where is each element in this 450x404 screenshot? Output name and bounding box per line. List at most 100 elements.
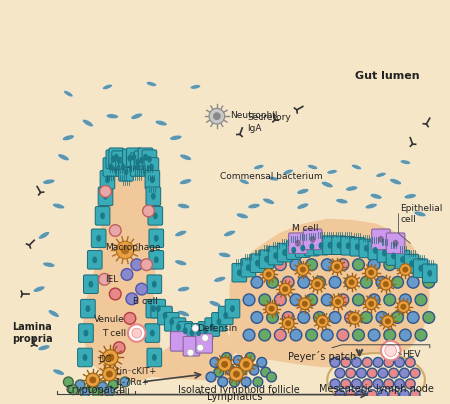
Text: Epithelial
cell: Epithelial cell [400, 204, 443, 223]
Circle shape [126, 293, 138, 305]
Ellipse shape [103, 84, 112, 90]
Circle shape [261, 367, 270, 377]
Circle shape [335, 299, 341, 305]
FancyBboxPatch shape [81, 299, 95, 318]
Text: B cell: B cell [133, 297, 158, 306]
FancyBboxPatch shape [359, 239, 374, 258]
Circle shape [243, 329, 255, 341]
Ellipse shape [106, 114, 118, 119]
Circle shape [392, 276, 403, 288]
Circle shape [218, 358, 231, 371]
FancyBboxPatch shape [183, 337, 200, 356]
Ellipse shape [400, 256, 405, 263]
Circle shape [80, 388, 90, 398]
Text: Isolated lymphoid follicle: Isolated lymphoid follicle [179, 385, 300, 395]
Ellipse shape [378, 236, 384, 243]
Circle shape [378, 390, 388, 400]
Circle shape [360, 311, 372, 323]
Circle shape [368, 259, 380, 271]
Circle shape [109, 288, 121, 300]
Circle shape [251, 311, 263, 323]
Circle shape [360, 276, 372, 288]
FancyBboxPatch shape [130, 158, 145, 176]
Circle shape [353, 329, 364, 341]
Ellipse shape [209, 301, 221, 307]
FancyBboxPatch shape [149, 250, 164, 269]
Ellipse shape [33, 286, 45, 292]
Ellipse shape [346, 242, 351, 249]
Circle shape [243, 259, 255, 271]
FancyBboxPatch shape [79, 324, 93, 342]
Circle shape [233, 371, 239, 377]
Ellipse shape [246, 264, 251, 271]
Circle shape [298, 311, 310, 323]
Circle shape [337, 329, 349, 341]
FancyBboxPatch shape [122, 149, 137, 168]
FancyBboxPatch shape [259, 250, 274, 268]
Ellipse shape [239, 179, 249, 184]
Ellipse shape [96, 235, 101, 242]
Circle shape [306, 259, 317, 271]
Circle shape [389, 368, 399, 378]
Circle shape [378, 368, 388, 378]
Ellipse shape [135, 159, 140, 166]
Ellipse shape [203, 327, 208, 334]
FancyBboxPatch shape [112, 151, 126, 169]
Circle shape [218, 377, 228, 387]
Circle shape [346, 368, 356, 378]
Circle shape [257, 358, 267, 367]
Ellipse shape [156, 305, 161, 312]
Circle shape [353, 259, 364, 271]
Ellipse shape [170, 135, 182, 140]
Circle shape [109, 225, 121, 236]
Circle shape [243, 361, 249, 367]
FancyBboxPatch shape [78, 348, 92, 367]
Ellipse shape [162, 312, 167, 319]
Circle shape [237, 365, 247, 375]
Ellipse shape [43, 262, 55, 267]
Ellipse shape [152, 281, 157, 288]
FancyBboxPatch shape [232, 263, 247, 282]
Circle shape [107, 354, 114, 361]
Circle shape [121, 269, 133, 280]
FancyBboxPatch shape [151, 299, 166, 318]
Circle shape [282, 311, 294, 323]
Circle shape [405, 358, 415, 367]
FancyBboxPatch shape [126, 148, 141, 166]
Polygon shape [151, 323, 234, 382]
FancyBboxPatch shape [395, 250, 410, 269]
Circle shape [400, 329, 411, 341]
Polygon shape [230, 219, 430, 367]
Circle shape [266, 272, 271, 277]
Circle shape [321, 294, 333, 306]
Circle shape [400, 294, 411, 306]
Ellipse shape [295, 240, 301, 246]
Circle shape [316, 316, 328, 327]
FancyBboxPatch shape [95, 206, 110, 225]
Circle shape [131, 259, 143, 271]
Circle shape [337, 259, 349, 271]
Polygon shape [82, 152, 161, 382]
Text: Defensin: Defensin [197, 324, 238, 332]
Circle shape [383, 282, 388, 287]
Text: Commensal bacterium: Commensal bacterium [220, 172, 322, 181]
Ellipse shape [382, 250, 387, 257]
FancyBboxPatch shape [147, 348, 162, 367]
Ellipse shape [175, 260, 187, 265]
FancyBboxPatch shape [305, 238, 319, 256]
Ellipse shape [393, 240, 399, 246]
Ellipse shape [100, 213, 105, 219]
Circle shape [263, 269, 274, 280]
Ellipse shape [175, 230, 187, 236]
Circle shape [384, 294, 396, 306]
FancyBboxPatch shape [303, 229, 322, 250]
FancyBboxPatch shape [196, 334, 212, 353]
Circle shape [352, 316, 357, 321]
Ellipse shape [327, 170, 338, 174]
Circle shape [362, 379, 372, 389]
FancyBboxPatch shape [386, 233, 405, 253]
FancyBboxPatch shape [146, 187, 161, 206]
FancyBboxPatch shape [250, 254, 265, 272]
Ellipse shape [283, 169, 293, 175]
Circle shape [320, 319, 325, 324]
